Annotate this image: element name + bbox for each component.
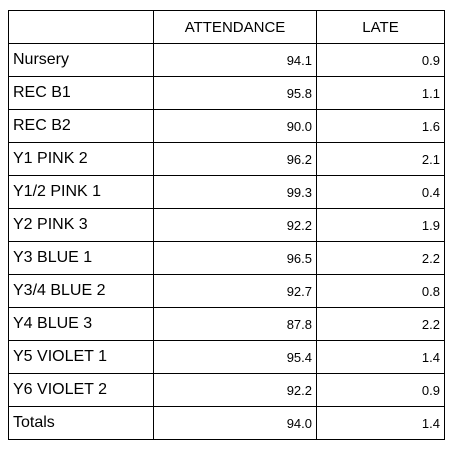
header-blank [8,10,154,44]
table-row: Y1 PINK 2 96.2 2.1 [8,142,445,176]
row-label: Totals [8,406,154,440]
table-row: Y6 VIOLET 2 92.2 0.9 [8,373,445,407]
attendance-value: 95.4 [153,340,317,374]
row-label: REC B2 [8,109,154,143]
late-value: 1.4 [316,406,445,440]
attendance-value: 94.1 [153,43,317,77]
row-label: Y6 VIOLET 2 [8,373,154,407]
late-value: 2.1 [316,142,445,176]
row-label: Nursery [8,43,154,77]
late-value: 2.2 [316,241,445,275]
attendance-value: 87.8 [153,307,317,341]
late-value: 1.6 [316,109,445,143]
totals-row: Totals 94.0 1.4 [8,406,445,440]
late-value: 0.9 [316,373,445,407]
late-value: 1.4 [316,340,445,374]
table-row: REC B1 95.8 1.1 [8,76,445,110]
header-attendance: ATTENDANCE [153,10,317,44]
table-row: Nursery 94.1 0.9 [8,43,445,77]
header-row: ATTENDANCE LATE [8,10,445,44]
row-label: Y3 BLUE 1 [8,241,154,275]
row-label: Y1 PINK 2 [8,142,154,176]
attendance-value: 94.0 [153,406,317,440]
late-value: 0.8 [316,274,445,308]
attendance-value: 95.8 [153,76,317,110]
row-label: Y5 VIOLET 1 [8,340,154,374]
row-label: Y3/4 BLUE 2 [8,274,154,308]
row-label: Y2 PINK 3 [8,208,154,242]
attendance-value: 96.2 [153,142,317,176]
attendance-value: 92.2 [153,208,317,242]
table-row: Y4 BLUE 3 87.8 2.2 [8,307,445,341]
attendance-value: 96.5 [153,241,317,275]
late-value: 1.1 [316,76,445,110]
attendance-value: 92.7 [153,274,317,308]
row-label: REC B1 [8,76,154,110]
late-value: 2.2 [316,307,445,341]
table-row: Y3 BLUE 1 96.5 2.2 [8,241,445,275]
attendance-value: 90.0 [153,109,317,143]
late-value: 0.4 [316,175,445,209]
table-row: Y5 VIOLET 1 95.4 1.4 [8,340,445,374]
table-row: REC B2 90.0 1.6 [8,109,445,143]
attendance-value: 92.2 [153,373,317,407]
table-row: Y2 PINK 3 92.2 1.9 [8,208,445,242]
row-label: Y1/2 PINK 1 [8,175,154,209]
table-row: Y3/4 BLUE 2 92.7 0.8 [8,274,445,308]
attendance-table: ATTENDANCE LATE Nursery 94.1 0.9 REC B1 95.8… [8,10,445,440]
table-row: Y1/2 PINK 1 99.3 0.4 [8,175,445,209]
row-label: Y4 BLUE 3 [8,307,154,341]
header-late: LATE [316,10,445,44]
late-value: 1.9 [316,208,445,242]
attendance-value: 99.3 [153,175,317,209]
late-value: 0.9 [316,43,445,77]
